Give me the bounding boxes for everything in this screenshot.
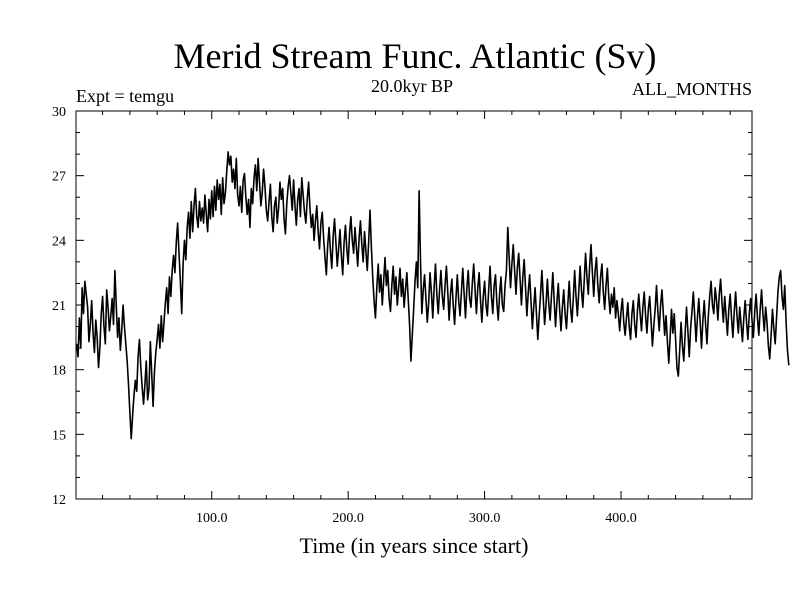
experiment-label: Expt = temgu — [76, 86, 174, 106]
chart-subtitle: 20.0kyr BP — [371, 76, 453, 96]
y-tick-label: 27 — [52, 170, 66, 185]
tick-labels: 12 15 18 21 24 27 30 100.0 200.0 300.0 400.0 — [52, 105, 637, 526]
x-tick-label: 100.0 — [196, 511, 228, 526]
x-tick-label: 300.0 — [469, 511, 501, 526]
y-tick-label: 12 — [52, 493, 66, 508]
x-tick-label: 400.0 — [605, 511, 637, 526]
y-tick-label: 24 — [52, 234, 66, 249]
y-tick-label: 15 — [52, 428, 66, 443]
y-tick-label: 30 — [52, 105, 66, 120]
months-label: ALL_MONTHS — [632, 79, 752, 99]
series-line — [75, 151, 790, 440]
y-tick-label: 21 — [52, 299, 66, 314]
x-tick-label: 200.0 — [332, 511, 364, 526]
axis-ticks — [76, 110, 752, 500]
y-tick-label: 18 — [52, 364, 66, 379]
x-axis-label: Time (in years since start) — [300, 533, 529, 558]
chart-title: Merid Stream Func. Atlantic (Sv) — [174, 36, 657, 76]
